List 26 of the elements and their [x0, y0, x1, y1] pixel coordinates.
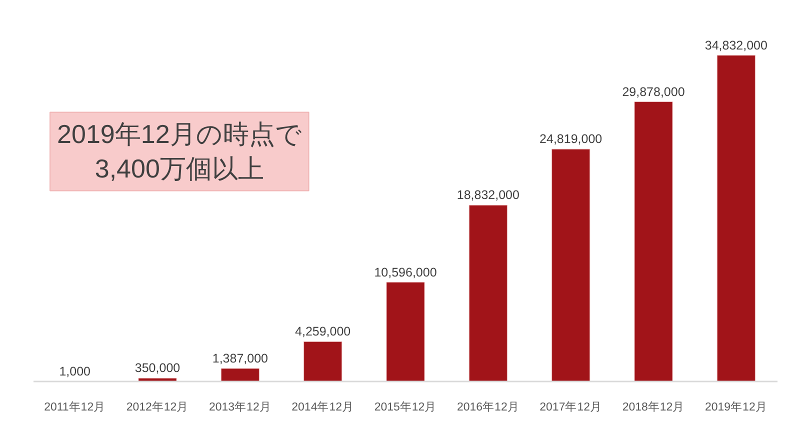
- x-tick-label: 2015年12月: [374, 400, 437, 414]
- bar: [220, 368, 260, 382]
- bar: [634, 102, 673, 382]
- x-tick-label: 2017年12月: [540, 400, 602, 414]
- annotation: 2019年12月の時点で 3,400万個以上: [57, 119, 302, 184]
- data-label: 29,878,000: [622, 84, 685, 99]
- data-label: 24,819,000: [540, 132, 602, 146]
- data-label: 350,000: [134, 361, 180, 376]
- bar: [386, 282, 425, 382]
- x-tick-label: 2018年12月: [622, 400, 685, 414]
- x-tick-label: 2011年12月: [44, 400, 106, 414]
- x-tick-label: 2019年12月: [704, 400, 768, 414]
- x-tick-label: 2014年12月: [292, 400, 354, 414]
- bar: [716, 55, 756, 382]
- x-tick-label: 2012年12月: [126, 400, 189, 414]
- data-label: 1,000: [59, 364, 91, 378]
- x-tick-label: 2013年12月: [208, 400, 272, 414]
- data-label: 18,832,000: [456, 188, 520, 202]
- data-label: 1,387,000: [212, 352, 268, 366]
- data-label: 4,259,000: [295, 324, 351, 339]
- bar: [304, 341, 342, 382]
- bar: [552, 148, 590, 382]
- data-label: 34,832,000: [704, 38, 768, 52]
- data-label: 10,596,000: [374, 265, 437, 280]
- x-tick-label: 2016年12月: [456, 400, 520, 414]
- bar: [468, 204, 508, 382]
